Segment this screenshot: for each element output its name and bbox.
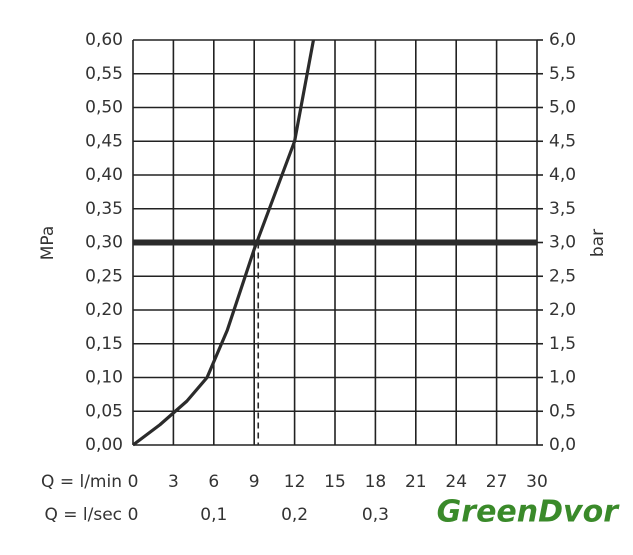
x-tick-label: 15 <box>324 472 346 492</box>
y-tick-label: 0,30 <box>85 233 123 253</box>
y-tick-label: 0,45 <box>85 131 123 151</box>
y2-axis-label: bar <box>588 229 608 257</box>
y2-tick-label: 1,5 <box>549 334 576 354</box>
y-tick-label: 0,00 <box>85 435 123 455</box>
y2-tick-label: 6,0 <box>549 30 576 50</box>
x-tick-label: 9 <box>249 472 260 492</box>
x-tick-label: 27 <box>486 472 508 492</box>
x-tick-label: 24 <box>445 472 467 492</box>
x-tick-label: 21 <box>405 472 427 492</box>
y-tick-label: 0,15 <box>85 334 123 354</box>
y2-tick-label: 0,5 <box>549 401 576 421</box>
y-tick-label: 0,40 <box>85 165 123 185</box>
y-tick-label: 0,05 <box>85 401 123 421</box>
x-tick-label: 18 <box>365 472 387 492</box>
x-axis-label: Q = l/min <box>41 472 122 492</box>
y2-tick-label: 5,0 <box>549 98 576 118</box>
y2-tick-label: 4,5 <box>549 131 576 151</box>
x2-axis-label: Q = l/sec <box>44 505 122 525</box>
x-tick-label: 30 <box>526 472 548 492</box>
watermark: GreenDvor <box>437 495 621 530</box>
x-tick-label: 6 <box>208 472 219 492</box>
y-tick-label: 0,10 <box>85 368 123 388</box>
y-tick-label: 0,60 <box>85 30 123 50</box>
y-tick-label: 0,50 <box>85 98 123 118</box>
y-tick-label: 0,55 <box>85 64 123 84</box>
y2-tick-label: 1,0 <box>549 368 576 388</box>
y-axis-label: MPa <box>38 226 58 261</box>
x-tick-label: 12 <box>284 472 306 492</box>
x2-tick-label: 0 <box>128 505 139 525</box>
y-tick-label: 0,35 <box>85 199 123 219</box>
x2-tick-label: 0,2 <box>281 505 308 525</box>
curve <box>132 39 316 447</box>
y2-tick-label: 2,5 <box>549 266 576 286</box>
y2-tick-label: 5,5 <box>549 64 576 84</box>
x2-tick-label: 0,3 <box>362 505 389 525</box>
x-tick-label: 3 <box>168 472 179 492</box>
y-tick-label: 0,20 <box>85 300 123 320</box>
y2-tick-label: 4,0 <box>549 165 576 185</box>
y-tick-label: 0,25 <box>85 266 123 286</box>
x2-tick-label: 0,1 <box>200 505 227 525</box>
x-tick-label: 0 <box>128 472 139 492</box>
y2-tick-label: 3,5 <box>549 199 576 219</box>
y2-tick-label: 0,0 <box>549 435 576 455</box>
y2-tick-label: 2,0 <box>549 300 576 320</box>
y2-tick-label: 3,0 <box>549 233 576 253</box>
